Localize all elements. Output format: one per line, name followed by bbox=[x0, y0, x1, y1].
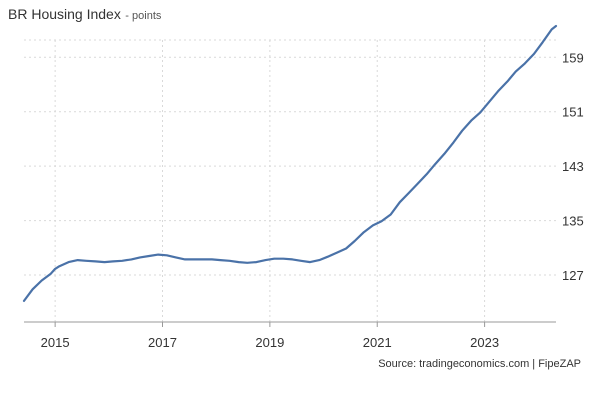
x-tick-label: 2015 bbox=[41, 335, 70, 350]
y-tick-label: 151 bbox=[562, 105, 584, 120]
gridlines bbox=[24, 39, 556, 322]
x-tick-label: 2017 bbox=[148, 335, 177, 350]
x-tick-label: 2023 bbox=[470, 335, 499, 350]
chart-source: Source: tradingeconomics.com | FipeZAP bbox=[378, 358, 581, 370]
y-tick-label: 159 bbox=[562, 50, 584, 65]
y-axis-ticks: 127 135 143 151 159 bbox=[562, 50, 584, 283]
x-tick-label: 2021 bbox=[363, 335, 392, 350]
y-tick-label: 143 bbox=[562, 159, 584, 174]
chart-subtitle: - points bbox=[125, 10, 162, 22]
y-tick-label: 127 bbox=[562, 268, 584, 283]
series-line bbox=[22, 24, 558, 302]
x-tick-label: 2019 bbox=[255, 335, 284, 350]
series-layer bbox=[22, 24, 558, 302]
chart-title-row: BR Housing Index - points bbox=[8, 6, 161, 24]
y-tick-label: 135 bbox=[562, 214, 584, 229]
chart-title: BR Housing Index bbox=[8, 6, 121, 22]
x-axis-ticks: 2015 2017 2019 2021 2023 bbox=[24, 321, 556, 350]
